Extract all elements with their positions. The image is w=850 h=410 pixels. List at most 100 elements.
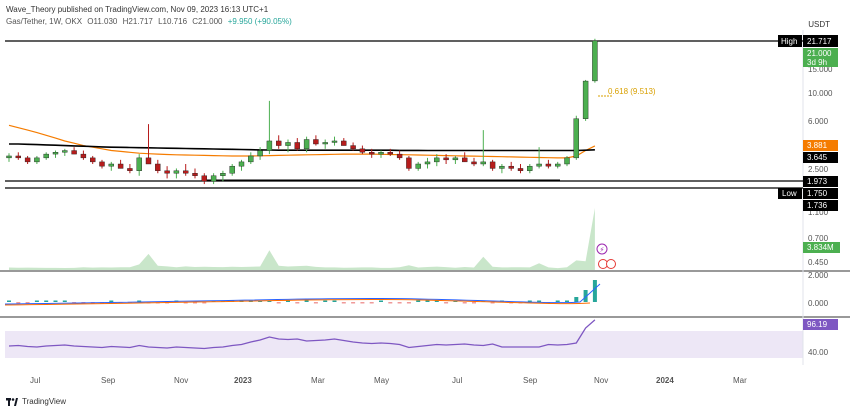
rsi-band [5, 331, 803, 358]
candle-body [434, 157, 440, 163]
lightning-icon[interactable] [596, 243, 608, 255]
macd-bar [434, 300, 439, 302]
candle-body [517, 168, 524, 171]
macd-bar [406, 302, 411, 304]
ma-orange-line [8, 124, 596, 159]
macd-bar [109, 300, 114, 302]
price-tick: 2.500 [808, 165, 829, 174]
time-tick: Jul [452, 376, 462, 385]
candle-body [108, 163, 115, 167]
volume-tick: 0.450 [808, 258, 829, 267]
volume-current: 3.834M [807, 243, 834, 252]
macd-bar [537, 300, 542, 302]
ohlc-high: H21.717 [122, 17, 153, 26]
rsi-current-tag [803, 319, 838, 330]
brand-name: TradingView [22, 397, 67, 406]
macd-tick: 0.000 [808, 299, 829, 308]
candle-body [313, 139, 319, 145]
candle-body [117, 163, 124, 169]
time-tick: Mar [733, 376, 747, 385]
candle-body [406, 157, 412, 169]
ma-orange-tag [803, 140, 838, 151]
macd-bar [62, 300, 67, 302]
currency-label: USDT [808, 20, 830, 29]
macd-bar [295, 302, 300, 304]
candle-body [582, 80, 589, 119]
candle-body [24, 157, 31, 163]
time-tick: Nov [594, 376, 608, 385]
macd-bar [379, 300, 383, 302]
macd-bar [555, 300, 560, 302]
publisher-line: Wave_Theory published on TradingView.com… [6, 5, 269, 14]
high-value: 21.717 [807, 37, 832, 46]
support2-value: 1.750 [807, 189, 828, 198]
ohlc-change: +9.950 (+90.05%) [227, 17, 292, 26]
time-tick: Mar [311, 376, 325, 385]
macd-bar [25, 302, 30, 304]
candle-body [192, 173, 198, 176]
symbol-label: Gas/Tether, 1W, OKX [6, 17, 83, 26]
last-price-tag [803, 48, 838, 67]
candle-body [359, 148, 366, 153]
macd-bar [7, 300, 11, 302]
moving-averages [8, 124, 596, 159]
candle-body [322, 142, 328, 145]
high-value-tag [803, 35, 838, 47]
macd-bar [53, 300, 58, 302]
time-tick: 2023 [234, 376, 252, 385]
low-value: 1.736 [807, 201, 828, 210]
rsi-line [8, 319, 596, 350]
candle-body [499, 165, 505, 169]
candle-body [136, 157, 142, 171]
candle-body [555, 163, 561, 167]
symbol-ohlc-line: Gas/Tether, 1W, OKX O11.030 H21.717 L10.… [6, 17, 295, 26]
ma-black-value: 3.645 [807, 153, 828, 162]
candle-body [210, 175, 217, 182]
candle-body [127, 168, 133, 171]
candle-body [536, 163, 542, 167]
candle-body [52, 152, 59, 155]
candle-body [424, 161, 431, 165]
candle-body [99, 161, 105, 167]
macd-bar [360, 302, 365, 304]
macd-bar [565, 300, 569, 302]
macd-bar [276, 302, 281, 304]
macd-bar [323, 300, 328, 302]
time-tick: May [374, 376, 389, 385]
macd-bar [369, 302, 374, 304]
candle-body [331, 140, 338, 143]
candle-body [452, 157, 459, 161]
candle-body [155, 163, 161, 171]
candle-body [238, 161, 245, 167]
candle-body [71, 150, 77, 155]
macd-bar [137, 300, 142, 302]
macd-bar [313, 302, 318, 304]
candle-body [266, 140, 273, 151]
candle-body [508, 165, 514, 169]
candle-body [294, 142, 300, 150]
candle-body [564, 157, 570, 165]
ma-orange-value: 3.881 [807, 141, 828, 150]
macd-bar [592, 280, 597, 302]
low-tag-label: Low [782, 189, 797, 198]
candle-body [229, 165, 235, 174]
flag-icon[interactable] [606, 259, 616, 269]
rsi-current: 96.19 [807, 320, 828, 329]
high-tag-label: High [781, 37, 797, 46]
macd-bar [183, 302, 188, 304]
last-price: 21.000 [807, 49, 832, 58]
support-tag [803, 176, 838, 187]
candle-body [350, 145, 356, 150]
price-tick: 1.100 [808, 208, 829, 217]
low-tag [778, 188, 802, 199]
candle-body [145, 157, 152, 165]
macd-bar [286, 300, 290, 302]
ohlc-low: L10.716 [158, 17, 188, 26]
macd-bar [490, 302, 495, 304]
low-value-tag [803, 200, 838, 211]
candle-body [62, 150, 68, 153]
candle-body [276, 140, 282, 146]
macd-bar [44, 300, 49, 302]
macd-bar [193, 302, 197, 304]
